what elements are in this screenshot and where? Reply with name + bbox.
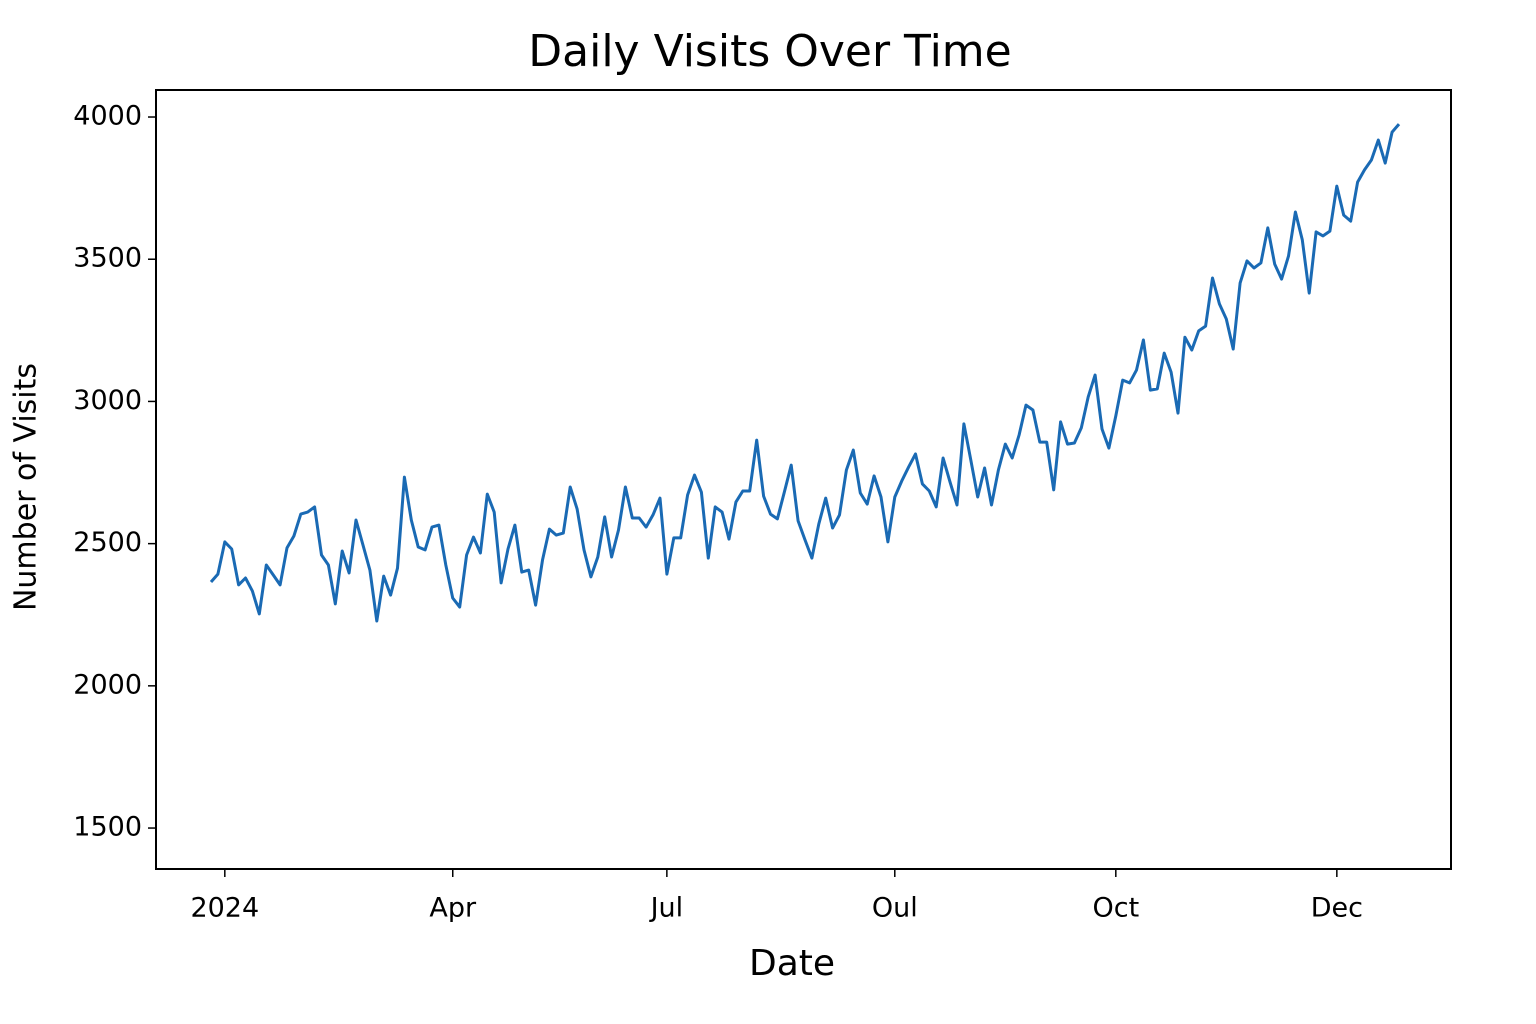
x-axis-label: Date: [749, 943, 835, 984]
x-tick-label: Jul: [649, 893, 684, 924]
y-tick-label: 3000: [73, 385, 142, 416]
x-tick-label: 2024: [190, 893, 259, 924]
x-tick-label: Oct: [1092, 893, 1139, 924]
x-tick-label: Dec: [1311, 893, 1363, 924]
chart-title: Daily Visits Over Time: [528, 26, 1011, 77]
plot-frame: [155, 89, 1452, 870]
line-series: [209, 123, 1401, 623]
y-tick-label: 4000: [73, 101, 142, 132]
y-axis-label: Number of Visits: [9, 363, 44, 611]
y-tick-label: 2000: [73, 669, 142, 700]
y-tick-label: 1500: [73, 812, 142, 843]
x-tick-label: Oul: [872, 893, 918, 924]
x-tick-label: Apr: [429, 893, 477, 924]
y-tick-label: 2500: [73, 527, 142, 558]
y-tick-label: 3500: [73, 243, 142, 274]
